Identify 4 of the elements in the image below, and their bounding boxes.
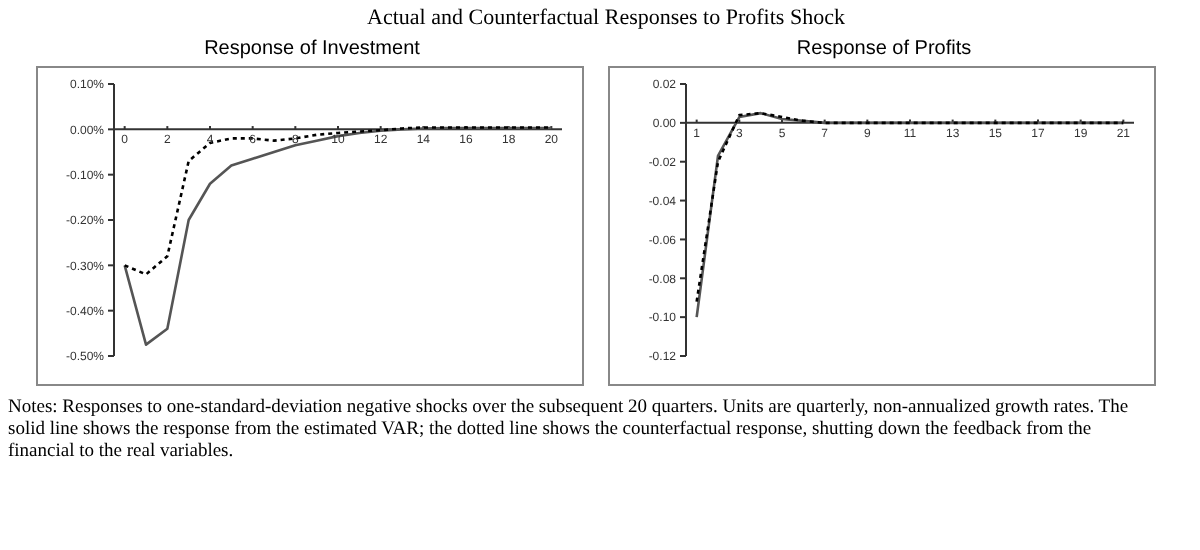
text: Notes: Responses to one-standard-deviation negative shocks over the subsequent 20 quarters. Units are quarterly, non-annualized growth rates. The solid line shows the response from the estimated VAR; the dotted line shows the counterfactual response, shutting down the feedback from the financial to the real variables. — [8, 398, 1131, 464]
chart-title: Response of Investment — [202, 38, 422, 64]
chart-title: Response of Profits — [794, 38, 974, 64]
text: Actual and Counterfactual Responses to Profits Shock — [365, 6, 847, 34]
